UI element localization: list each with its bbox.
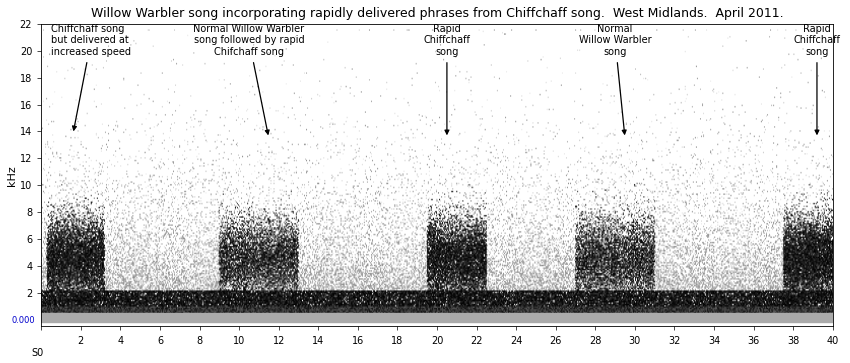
Text: Chiffchaff song
but delivered at
increased speed: Chiffchaff song but delivered at increas… [51, 24, 131, 130]
Text: Normal
Willow Warbler
song: Normal Willow Warbler song [579, 24, 651, 134]
Text: 0.000: 0.000 [12, 316, 36, 325]
Bar [42, 313, 833, 322]
Text: Normal Willow Warbler
song followed by rapid
Chifchaff song: Normal Willow Warbler song followed by r… [194, 24, 304, 134]
Title: Willow Warbler song incorporating rapidly delivered phrases from Chiffchaff song: Willow Warbler song incorporating rapidl… [91, 7, 784, 20]
Text: S0: S0 [31, 348, 44, 358]
Y-axis label: kHz: kHz [7, 165, 17, 185]
Text: Rapid
Chiffchaff
song: Rapid Chiffchaff song [794, 24, 841, 134]
Text: Rapid
Chiffchaff
song: Rapid Chiffchaff song [423, 24, 470, 134]
